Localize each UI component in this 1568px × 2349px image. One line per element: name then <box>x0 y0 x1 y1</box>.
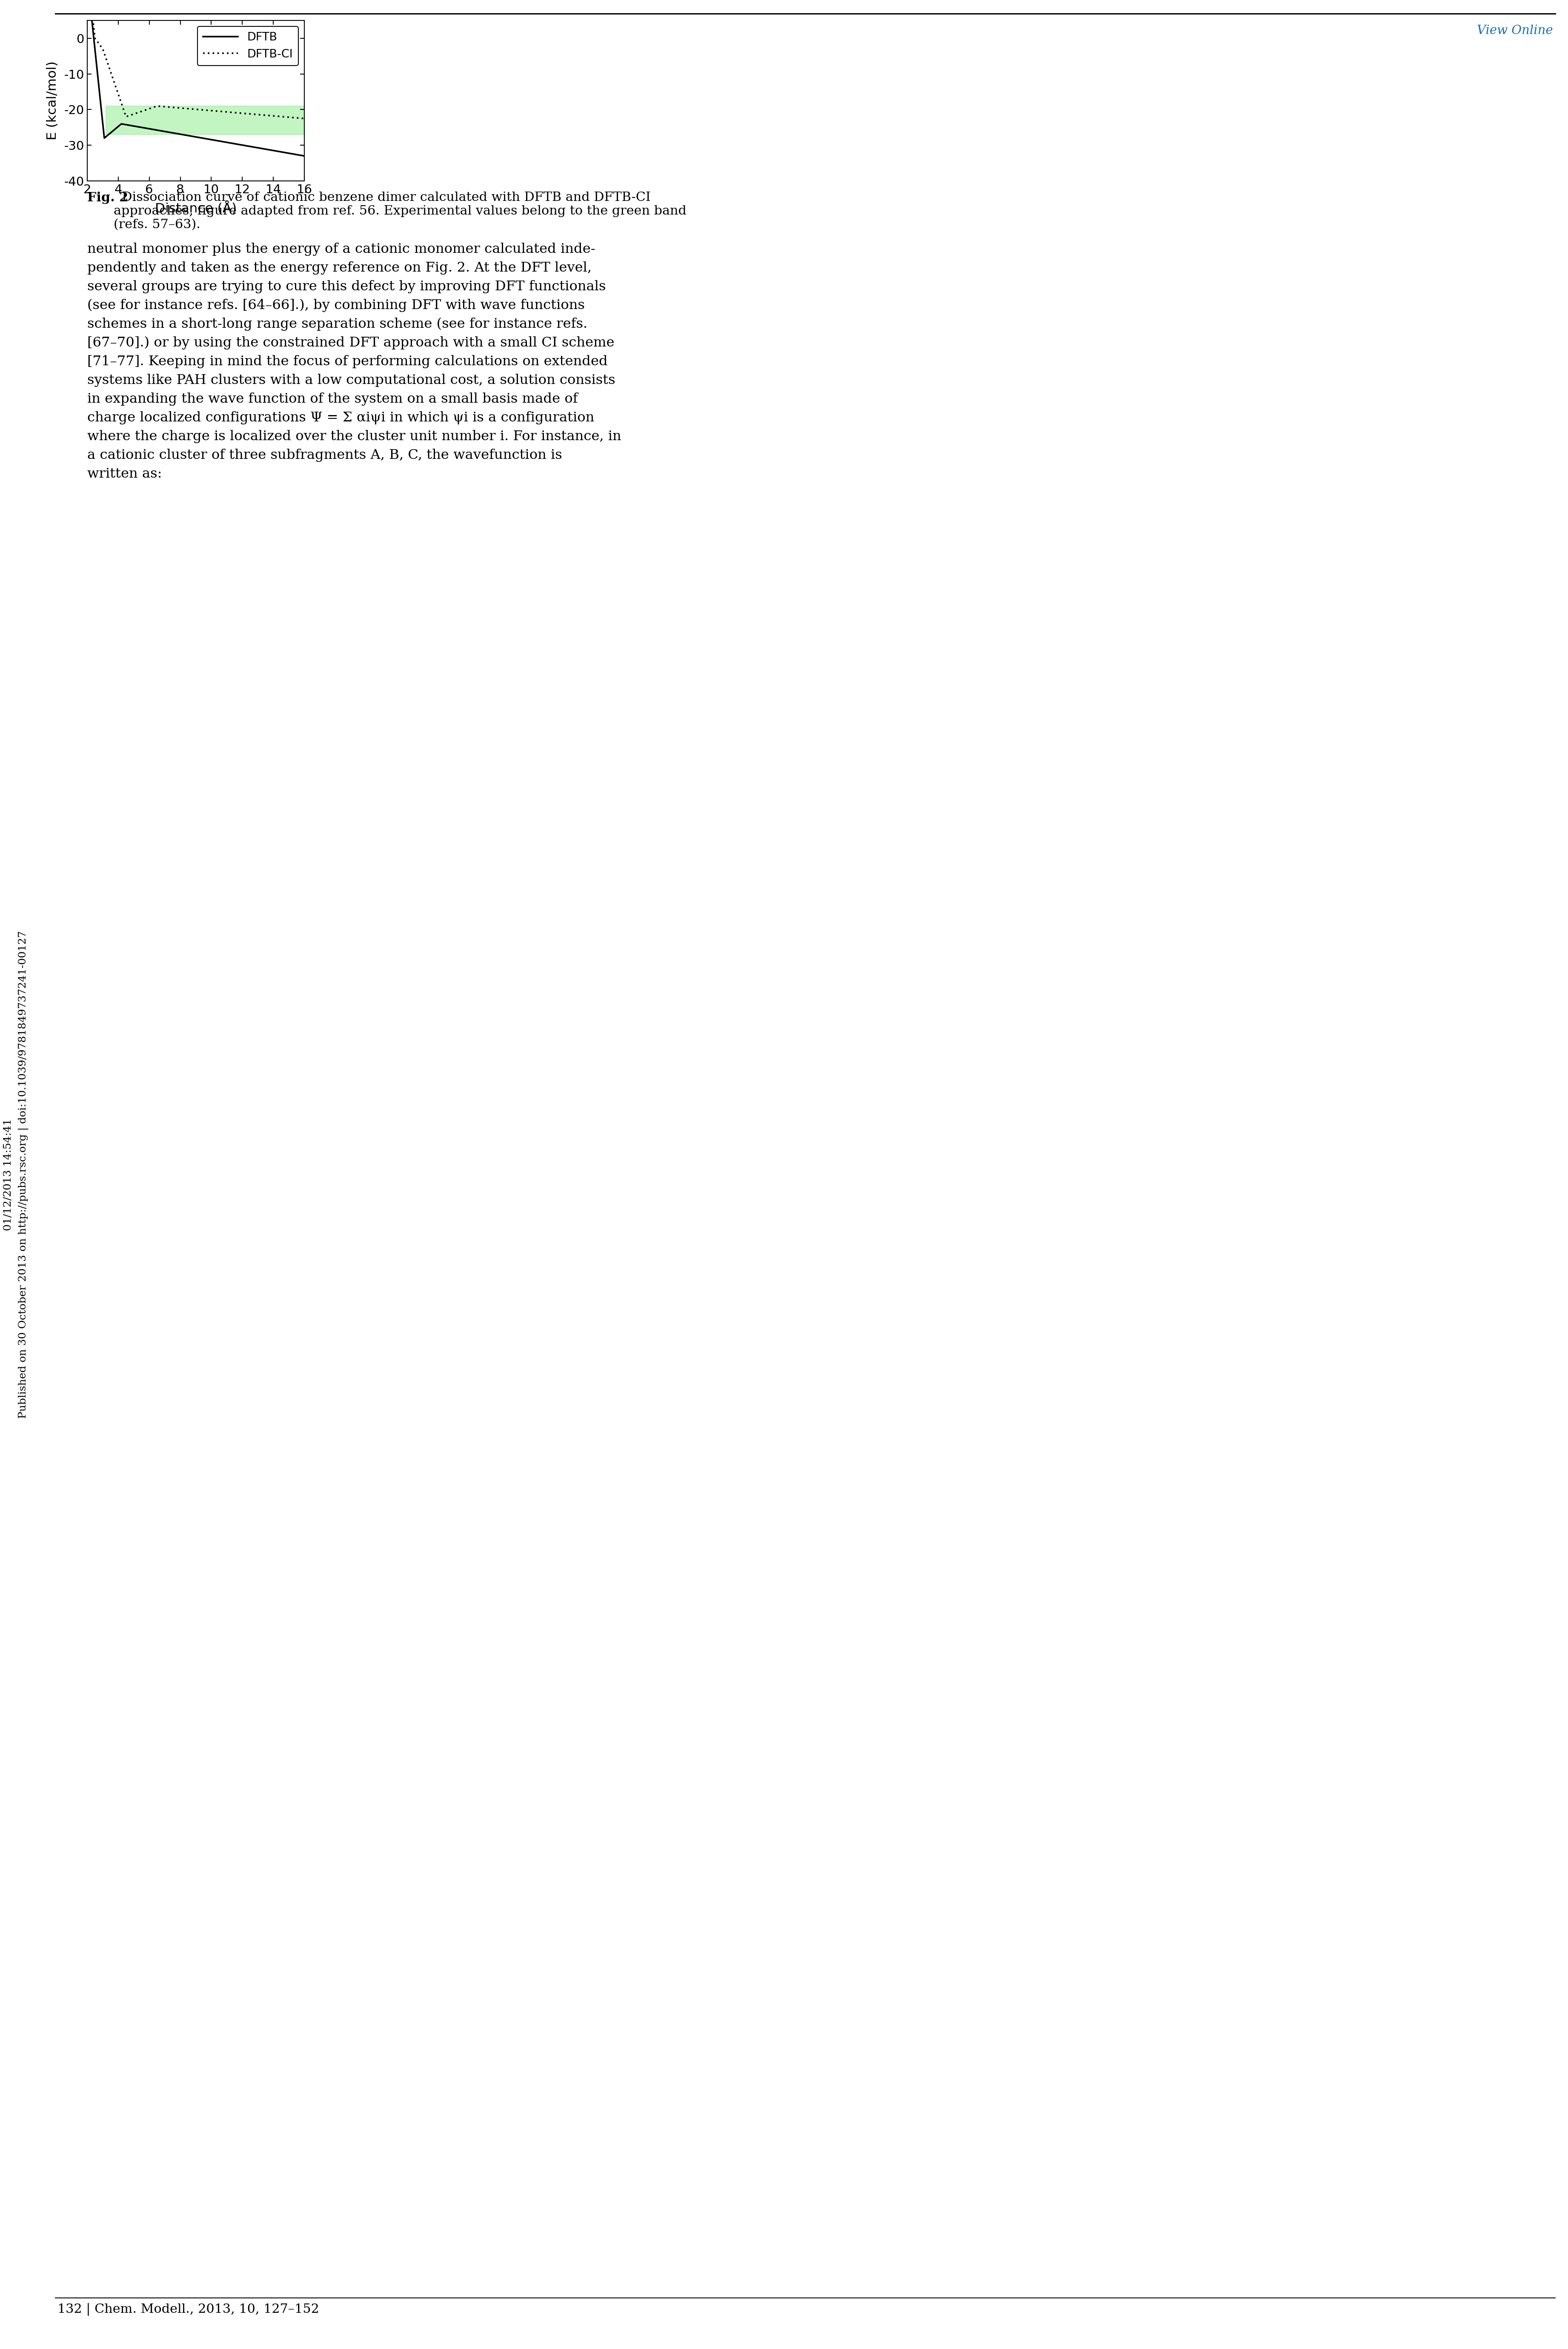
Text: 132 | Chem. Modell., 2013, 10, 127–152: 132 | Chem. Modell., 2013, 10, 127–152 <box>58 2302 320 2316</box>
DFTB <box>89 68 108 96</box>
DFTB <box>183 122 202 150</box>
Text: View Online: View Online <box>1477 26 1552 38</box>
DFTB-CI <box>289 103 307 132</box>
Text: Fig. 2: Fig. 2 <box>88 193 129 204</box>
DFTB-CI <box>183 94 202 122</box>
Text: pendently and taken as the energy reference on Fig. 2. At the DFT level,: pendently and taken as the energy refere… <box>88 261 591 275</box>
Text: a cationic cluster of three subfragments A, B, C, the wavefunction is: a cationic cluster of three subfragments… <box>88 449 563 463</box>
Text: charge localized configurations Ψ = Σ αiψi in which ψi is a configuration: charge localized configurations Ψ = Σ αi… <box>88 411 594 425</box>
Text: where the charge is localized over the cluster unit number i. For instance, in: where the charge is localized over the c… <box>88 430 621 444</box>
Text: 01/12/2013 14:54:41: 01/12/2013 14:54:41 <box>3 1118 14 1231</box>
Text: (see for instance refs. [64–66].), by combining DFT with wave functions: (see for instance refs. [64–66].), by co… <box>88 298 585 312</box>
DFTB <box>289 141 307 169</box>
DFTB-CI <box>89 28 108 56</box>
Text: neutral monomer plus the energy of a cationic monomer calculated inde-: neutral monomer plus the energy of a cat… <box>88 242 596 256</box>
Y-axis label: E (kcal/mol): E (kcal/mol) <box>47 61 58 141</box>
Text: Dissociation curve of cationic benzene dimer calculated with DFTB and DFTB-CI
ap: Dissociation curve of cationic benzene d… <box>113 193 687 230</box>
Text: [71–77]. Keeping in mind the focus of performing calculations on extended: [71–77]. Keeping in mind the focus of pe… <box>88 355 608 369</box>
Text: several groups are trying to cure this defect by improving DFT functionals: several groups are trying to cure this d… <box>88 280 605 294</box>
Text: Published on 30 October 2013 on http://pubs.rsc.org | doi:10.1039/9781849737241-: Published on 30 October 2013 on http://p… <box>19 930 28 1419</box>
Text: systems like PAH clusters with a low computational cost, a solution consists: systems like PAH clusters with a low com… <box>88 373 615 388</box>
Line: DFTB-CI: DFTB-CI <box>88 0 304 117</box>
DFTB-CI <box>249 101 268 129</box>
DFTB <box>249 134 268 162</box>
DFTB-CI <box>177 94 196 122</box>
DFTB <box>289 141 307 169</box>
Text: written as:: written as: <box>88 467 162 482</box>
DFTB <box>177 122 196 150</box>
Text: in expanding the wave function of the system on a small basis made of: in expanding the wave function of the sy… <box>88 392 579 406</box>
Text: schemes in a short-long range separation scheme (see for instance refs.: schemes in a short-long range separation… <box>88 317 588 331</box>
Legend: DFTB, DFTB-CI: DFTB, DFTB-CI <box>198 26 298 66</box>
DFTB-CI <box>289 103 307 132</box>
DFTB <box>295 141 314 169</box>
DFTB-CI <box>295 103 314 132</box>
X-axis label: Distance (Å): Distance (Å) <box>155 202 237 216</box>
Text: [67–70].) or by using the constrained DFT approach with a small CI scheme: [67–70].) or by using the constrained DF… <box>88 336 615 350</box>
Line: DFTB: DFTB <box>88 0 304 155</box>
